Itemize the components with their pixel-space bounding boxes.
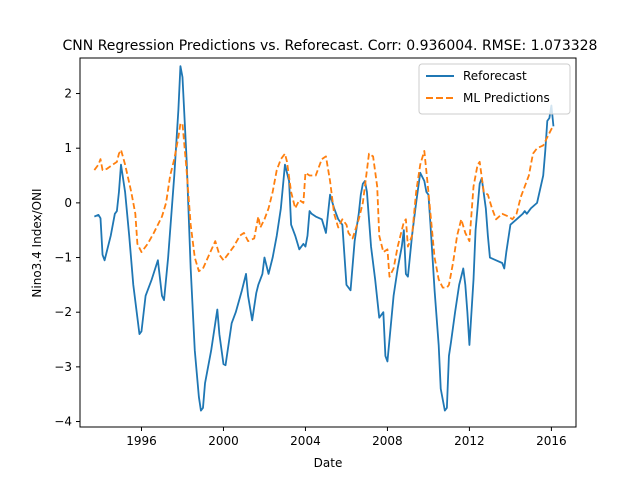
y-tick-label: −4	[54, 415, 72, 429]
x-axis: 1996 2000 2004 2008 2012 2016	[126, 427, 567, 448]
legend-box	[418, 63, 571, 115]
x-tick-label: 1996	[126, 434, 157, 448]
x-axis-label: Date	[314, 456, 343, 470]
y-tick-label: −2	[54, 305, 72, 319]
y-axis-label: Nino3.4 Index/ONI	[30, 188, 44, 297]
series-line-ml-predictions	[93, 122, 555, 289]
x-tick-label: 2004	[290, 434, 321, 448]
chart-title: CNN Regression Predictions vs. Reforecas…	[63, 38, 598, 54]
series-line-reforecast	[94, 65, 555, 412]
x-tick-label: 2000	[208, 434, 239, 448]
x-tick-label: 2016	[536, 434, 567, 448]
y-tick-label: −3	[54, 360, 72, 374]
legend-label-ml-predictions: ML Predictions	[463, 91, 550, 105]
y-tick-label: −1	[54, 251, 72, 265]
y-axis: −4 −3 −2 −1 0 1 2	[54, 87, 80, 429]
legend-label-reforecast: Reforecast	[463, 69, 527, 83]
plot-area-frame	[79, 57, 577, 428]
legend: Reforecast ML Predictions	[418, 63, 571, 115]
y-tick-label: 0	[64, 196, 72, 210]
y-tick-label: 1	[64, 141, 72, 155]
series-layer	[93, 65, 555, 412]
x-tick-label: 2008	[372, 434, 403, 448]
y-tick-label: 2	[64, 87, 72, 101]
x-tick-label: 2012	[454, 434, 485, 448]
